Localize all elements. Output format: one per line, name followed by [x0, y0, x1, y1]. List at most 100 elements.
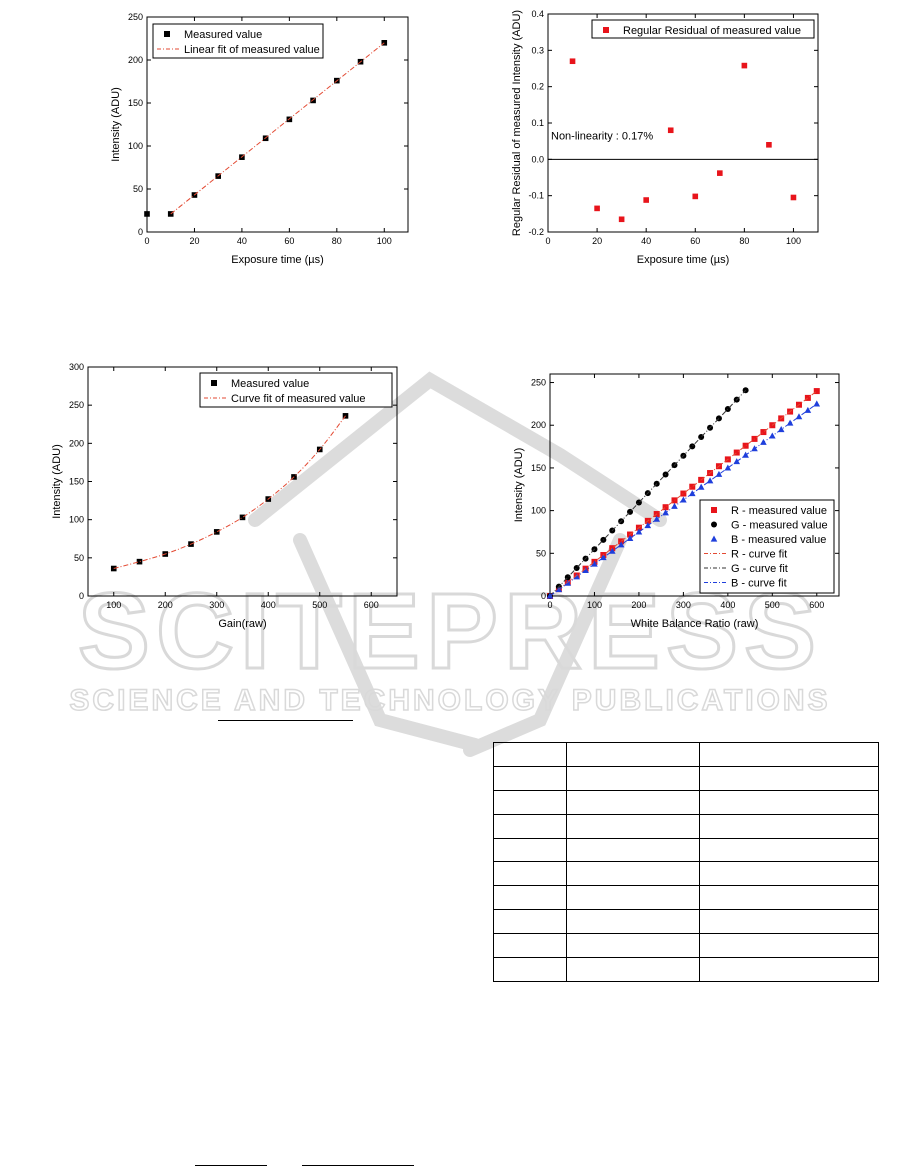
y-tick-label: 0.2 — [531, 82, 544, 92]
legend-label: R - curve fit — [731, 549, 787, 561]
x-tick-label: 0 — [547, 600, 552, 610]
x-tick-label: 300 — [209, 600, 224, 610]
x-tick-label: 500 — [765, 600, 780, 610]
x-tick-label: 40 — [641, 236, 651, 246]
legend-label: G - measured value — [731, 520, 828, 532]
y-tick-label: 100 — [69, 515, 84, 525]
table-row — [493, 765, 879, 791]
table-cell — [566, 909, 700, 935]
legend-label: G - curve fit — [731, 563, 788, 575]
data-point — [671, 497, 678, 504]
y-tick-label: 0.1 — [531, 118, 544, 128]
table-row — [493, 957, 879, 982]
table-cell — [493, 909, 567, 935]
legend-marker — [710, 535, 718, 542]
watermark-logo — [248, 371, 667, 757]
legend-label: Regular Residual of measured value — [623, 25, 801, 37]
data-point — [813, 400, 821, 407]
divider-line — [218, 720, 353, 721]
x-tick-label: 200 — [631, 600, 646, 610]
data-point — [741, 62, 748, 69]
watermark-main: SCITEPRESS — [78, 570, 822, 691]
table-cell — [699, 742, 879, 767]
table-cell — [566, 885, 700, 911]
data-point — [790, 194, 797, 201]
legend-box — [152, 23, 324, 59]
y-axis-label: Intensity (ADU) — [513, 448, 525, 523]
table-row — [493, 885, 879, 911]
table-cell — [566, 933, 700, 959]
y-tick-label: 150 — [531, 463, 546, 473]
data-point — [662, 504, 669, 511]
y-axis-label: Regular Residual of measured Intensity (… — [511, 10, 523, 236]
data-point — [626, 534, 634, 541]
data-point — [766, 142, 772, 148]
x-tick-label: 100 — [587, 600, 602, 610]
data-point — [717, 170, 723, 176]
table-row — [493, 909, 879, 935]
table-cell — [699, 861, 879, 887]
table-cell — [699, 765, 879, 791]
data-point — [594, 205, 600, 212]
data-point — [804, 406, 812, 413]
data-point — [742, 442, 749, 449]
table-cell — [493, 813, 567, 839]
x-tick-label: 80 — [739, 236, 749, 246]
table-cell — [493, 789, 567, 815]
y-axis-label: Intensity (ADU) — [51, 444, 63, 519]
table-cell — [566, 789, 700, 815]
plot-frame — [549, 373, 840, 597]
table-body — [493, 742, 879, 982]
table-cell — [566, 957, 700, 982]
table-cell — [493, 885, 567, 911]
table-cell — [699, 957, 879, 982]
table-row — [493, 742, 879, 767]
y-tick-label: -0.2 — [528, 227, 544, 237]
x-tick-label: 20 — [189, 236, 199, 246]
y-tick-label: 250 — [128, 12, 143, 22]
y-tick-label: 250 — [531, 378, 546, 388]
x-tick-label: 0 — [144, 236, 149, 246]
x-tick-label: 400 — [720, 600, 735, 610]
x-tick-label: 400 — [261, 600, 276, 610]
series-line-g-curve-fit — [549, 389, 746, 597]
y-tick-label: 0 — [138, 227, 143, 237]
data-point — [689, 483, 696, 490]
x-tick-label: 60 — [690, 236, 700, 246]
data-point — [760, 429, 767, 436]
x-axis-label: Exposure time (µs) — [637, 254, 730, 266]
data-point — [733, 449, 740, 456]
table-row — [493, 861, 879, 887]
table-cell — [493, 933, 567, 959]
y-tick-label: 200 — [531, 420, 546, 430]
data-point — [569, 58, 576, 65]
data-point — [813, 388, 820, 395]
table-row — [493, 789, 879, 815]
x-axis-label: Exposure time (µs) — [231, 254, 324, 266]
legend-marker — [164, 31, 170, 37]
y-tick-label: 0.4 — [531, 9, 544, 19]
y-tick-label: 0 — [541, 591, 546, 601]
divider-line — [302, 1165, 414, 1166]
data-point — [213, 529, 220, 535]
data-point — [692, 193, 699, 200]
table-cell — [566, 813, 700, 839]
table-cell — [566, 765, 700, 791]
legend-box — [199, 372, 393, 408]
empty-table — [493, 742, 879, 982]
y-tick-label: 50 — [133, 184, 143, 194]
legend-label: Measured value — [184, 29, 262, 41]
table-cell — [699, 813, 879, 839]
table-cell — [699, 909, 879, 935]
y-tick-label: -0.1 — [528, 191, 544, 201]
legend-marker — [211, 380, 217, 386]
series-line-r-curve-fit — [549, 390, 818, 597]
y-tick-label: 100 — [531, 506, 546, 516]
y-tick-label: 150 — [128, 98, 143, 108]
x-tick-label: 40 — [237, 236, 247, 246]
